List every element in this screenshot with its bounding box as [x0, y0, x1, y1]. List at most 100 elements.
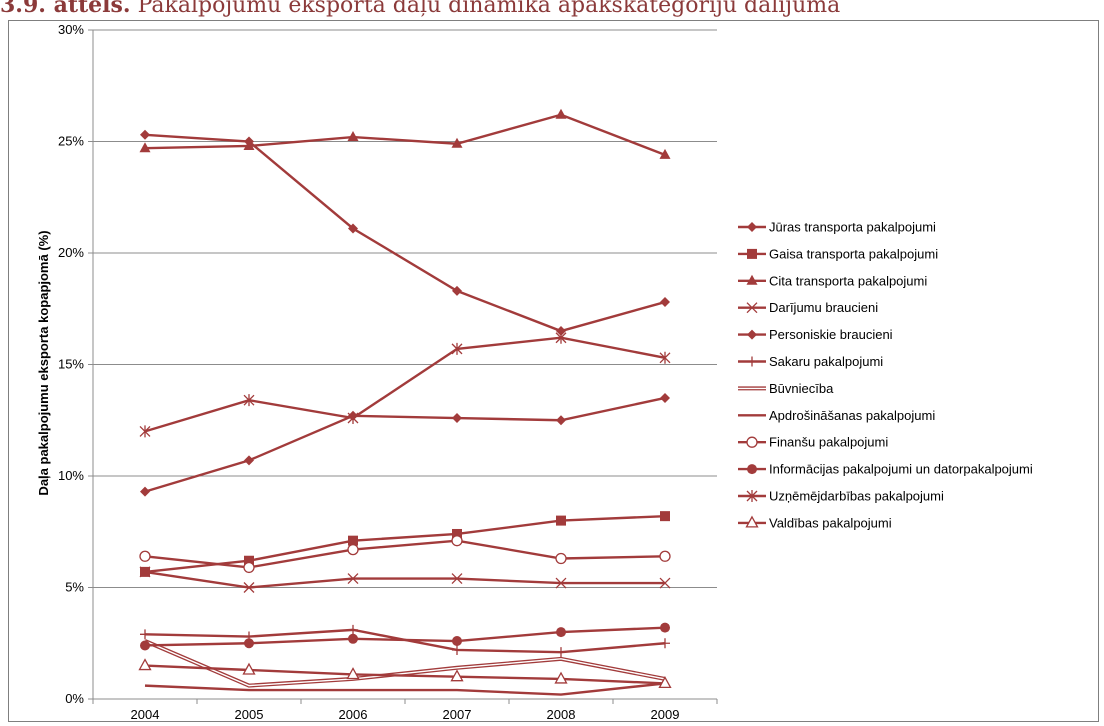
data-point — [139, 425, 151, 438]
data-point — [347, 131, 359, 142]
data-point — [450, 669, 464, 682]
y-tick-label: 15% — [58, 357, 84, 372]
series-line — [144, 133, 666, 333]
legend-label: Uzņēmējdarbības pakalpojumi — [769, 489, 944, 504]
legend-item: Personiskie braucieni — [738, 327, 893, 342]
series-12 — [138, 658, 672, 689]
data-point — [554, 671, 568, 684]
legend-item: Darījumu braucieni — [738, 300, 878, 315]
data-point — [348, 624, 358, 635]
figure-caption: 3.9. attēls. Pakalpojumu eksporta daļu d… — [0, 0, 1104, 22]
data-point — [555, 108, 567, 119]
legend-item: Cita transporta pakalpojumi — [738, 273, 927, 288]
legend-label: Gaisa transporta pakalpojumi — [769, 246, 938, 261]
legend-label: Darījumu braucieni — [769, 300, 878, 315]
data-point — [452, 644, 462, 655]
data-point — [660, 622, 670, 633]
data-point — [140, 129, 150, 140]
data-point — [242, 662, 256, 675]
series-line — [144, 664, 666, 685]
series-line — [144, 514, 666, 574]
data-point — [243, 139, 255, 150]
x-tick-label: 2005 — [235, 707, 264, 722]
data-point — [138, 658, 152, 671]
figure-caption-prefix: 3.9. attēls. — [0, 0, 131, 18]
legend-label: Personiskie braucieni — [769, 327, 893, 342]
data-point — [451, 137, 463, 148]
legend-item: Uzņēmējdarbības pakalpojumi — [738, 489, 944, 504]
data-point — [348, 535, 358, 546]
legend: Jūras transporta pakalpojumi Gaisa transp… — [738, 220, 1033, 530]
legend-label: Apdrošināšanas pakalpojumi — [769, 408, 935, 423]
gridlines — [93, 29, 717, 588]
chart-frame — [8, 20, 1099, 722]
series-10 — [140, 622, 670, 651]
data-point — [140, 640, 150, 651]
figure-caption-text: Pakalpojumu eksporta daļu dinamika apakš… — [137, 0, 841, 18]
y-tick-label: 0% — [65, 691, 84, 706]
data-point — [556, 627, 566, 638]
data-point — [660, 511, 670, 522]
data-point — [139, 550, 151, 562]
data-point — [348, 633, 358, 644]
y-axis-label: Daļa pakalpojumu eksporta kopapjomā (%) — [36, 230, 51, 495]
data-point — [745, 515, 759, 528]
data-point — [244, 638, 254, 649]
data-point — [555, 552, 567, 565]
legend-label: Informācijas pakalpojumi un datorpakalpo… — [769, 462, 1033, 477]
y-tick-label: 5% — [65, 580, 84, 595]
data-point — [746, 274, 758, 285]
data-point — [660, 392, 670, 403]
data-point — [746, 436, 758, 448]
data-point — [556, 415, 566, 426]
data-point — [451, 573, 463, 585]
data-point — [347, 573, 359, 585]
legend-label: Jūras transporta pakalpojumi — [769, 220, 936, 235]
data-point — [746, 490, 758, 502]
data-point — [658, 676, 672, 689]
series-line — [144, 626, 666, 647]
x-tick-label: 2009 — [651, 707, 680, 722]
legend-item: Jūras transporta pakalpojumi — [738, 220, 936, 235]
data-point — [452, 528, 462, 539]
series-line — [144, 539, 666, 569]
data-point — [452, 413, 462, 424]
data-point — [140, 629, 150, 640]
data-point — [659, 550, 671, 562]
legend-item: Apdrošināšanas pakalpojumi — [738, 408, 935, 423]
data-point — [556, 326, 566, 337]
data-point — [243, 394, 255, 407]
data-point — [244, 555, 254, 566]
axes — [88, 29, 718, 704]
x-tick-label: 2004 — [131, 707, 160, 722]
data-point — [243, 582, 255, 593]
data-point — [346, 667, 360, 680]
data-point — [452, 285, 462, 296]
data-point — [747, 248, 757, 259]
series-9 — [139, 535, 671, 574]
series-line-inner — [144, 640, 666, 687]
data-point — [659, 148, 671, 159]
data-point — [139, 142, 151, 153]
series-11 — [139, 331, 671, 438]
x-tick-label: 2007 — [443, 707, 472, 722]
legend-label: Sakaru pakalpojumi — [769, 354, 883, 369]
data-point — [139, 566, 151, 578]
data-point — [747, 464, 757, 475]
legend-item: Būvniecība — [738, 381, 834, 396]
data-point — [556, 647, 566, 658]
data-point — [555, 577, 567, 589]
data-point — [347, 412, 359, 425]
series-1 — [140, 129, 670, 337]
y-tick-label: 30% — [58, 22, 84, 37]
data-point — [451, 535, 463, 547]
x-tick-label: 2008 — [547, 707, 576, 722]
series-line — [144, 570, 665, 589]
data-point — [243, 561, 255, 574]
data-point — [660, 638, 670, 649]
data-point — [140, 486, 150, 497]
x-tick-label: 2006 — [339, 707, 368, 722]
data-point — [747, 222, 757, 232]
data-point — [747, 329, 757, 340]
